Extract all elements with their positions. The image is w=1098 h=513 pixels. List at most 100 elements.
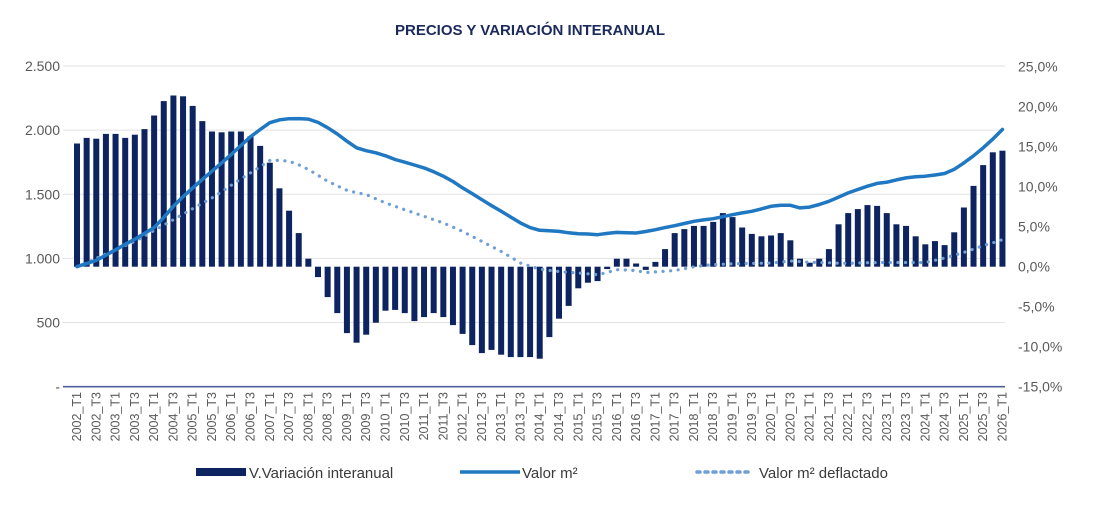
bar (247, 136, 254, 267)
bar (440, 266, 447, 318)
bar (478, 266, 485, 354)
x-tick-label: 2016_T1 (610, 392, 624, 441)
bar (604, 266, 611, 270)
bar (690, 225, 697, 267)
bar (951, 232, 958, 267)
bar (912, 236, 919, 267)
x-tick-label: 2002_T3 (89, 392, 103, 441)
bar (623, 258, 630, 267)
bar (112, 133, 119, 267)
bar (421, 266, 428, 318)
bar (931, 241, 938, 267)
bar (835, 224, 842, 267)
right-tick-label: 25,0% (1018, 59, 1058, 75)
bar (642, 266, 649, 270)
bar (903, 225, 910, 267)
bar (295, 233, 302, 267)
bar (449, 266, 456, 326)
x-tick-label: 2010_T1 (378, 392, 392, 441)
x-tick-label: 2006_T1 (224, 392, 238, 441)
bar (199, 121, 206, 267)
bar (517, 266, 524, 358)
bar (575, 266, 582, 289)
x-tick-label: 2023_T3 (899, 392, 913, 441)
bar (286, 210, 293, 267)
x-tick-label: 2021_T3 (822, 392, 836, 441)
line-series (75, 116, 1005, 277)
left-tick-label: 2.500 (25, 58, 60, 74)
x-tick-label: 2002_T1 (70, 392, 84, 441)
x-tick-label: 2014_T1 (533, 392, 547, 441)
bar (922, 244, 929, 267)
x-tick-label: 2017_T3 (668, 392, 682, 441)
x-tick-label: 2025_T3 (976, 392, 990, 441)
bar (469, 266, 476, 346)
bar (276, 188, 283, 267)
bar (363, 266, 370, 335)
legend: V.Variación interanual Valor m² Valor m²… (196, 465, 888, 482)
bar (122, 137, 129, 267)
x-tick-label: 2024_T3 (938, 392, 952, 441)
right-tick-label: 0,0% (1018, 259, 1050, 275)
bar (980, 165, 987, 267)
left-tick-label: 1.000 (25, 250, 60, 266)
bar (787, 240, 794, 267)
bar (633, 263, 640, 267)
bar (729, 217, 736, 267)
bar (315, 266, 321, 278)
bar (266, 162, 273, 267)
bar (546, 266, 553, 338)
series-line-valor-deflactado (75, 158, 1005, 277)
x-tick-label: 2012_T1 (456, 392, 470, 441)
bar (334, 266, 341, 314)
bar (180, 96, 187, 267)
x-tick-label: 2003_T1 (109, 392, 123, 441)
x-tick-label: 2008_T1 (301, 392, 315, 441)
legend-label: Valor m² deflactado (759, 465, 888, 482)
bar (893, 224, 900, 267)
chart-title: PRECIOS Y VARIACIÓN INTERANUAL (395, 21, 665, 39)
left-tick-label: - (55, 379, 60, 395)
bar (874, 205, 881, 267)
x-tick-label: 2012_T3 (475, 392, 489, 441)
bar (960, 207, 967, 267)
x-tick-label: 2007_T3 (282, 392, 296, 441)
bar (237, 131, 244, 267)
bar (372, 266, 379, 323)
right-tick-label: 20,0% (1018, 99, 1058, 115)
x-tick-label: 2024_T1 (918, 392, 932, 441)
bar (739, 227, 746, 267)
x-tick-label: 2020_T3 (783, 392, 797, 441)
bar (74, 143, 80, 267)
bar (392, 266, 399, 310)
bar (218, 132, 225, 267)
bar (170, 95, 177, 267)
x-tick-label: 2010_T3 (398, 392, 412, 441)
bar (671, 233, 678, 267)
right-tick-label: 15,0% (1018, 139, 1058, 155)
x-tick-label: 2011_T3 (436, 392, 450, 440)
x-tick-label: 2014_T3 (552, 392, 566, 441)
right-tick-label: 5,0% (1018, 219, 1050, 235)
left-tick-label: 2.000 (25, 122, 60, 138)
bar (700, 225, 707, 267)
right-tick-label: 10,0% (1018, 179, 1058, 195)
bar (806, 262, 813, 267)
x-tick-label: 2005_T1 (186, 392, 200, 441)
bar (83, 137, 90, 267)
bar (507, 266, 514, 358)
legend-item-valor: Valor m² (460, 465, 578, 482)
bar (565, 266, 572, 306)
x-tick-label: 2022_T3 (860, 392, 874, 441)
right-axis: -15,0% -10,0% -5,0% 0,0% 5,0% 10,0% 15,0% 20,0%… (1018, 59, 1062, 395)
bar (228, 131, 235, 267)
x-tick-label: 2011_T1 (417, 392, 431, 440)
x-tick-label: 2004_T1 (147, 392, 161, 441)
x-tick-label: 2026_T1 (995, 392, 1009, 441)
bar (556, 266, 562, 319)
legend-label: Valor m² (522, 465, 578, 482)
bar (353, 266, 360, 343)
right-tick-label: -5,0% (1018, 299, 1055, 315)
x-tick-label: 2016_T3 (629, 392, 643, 441)
